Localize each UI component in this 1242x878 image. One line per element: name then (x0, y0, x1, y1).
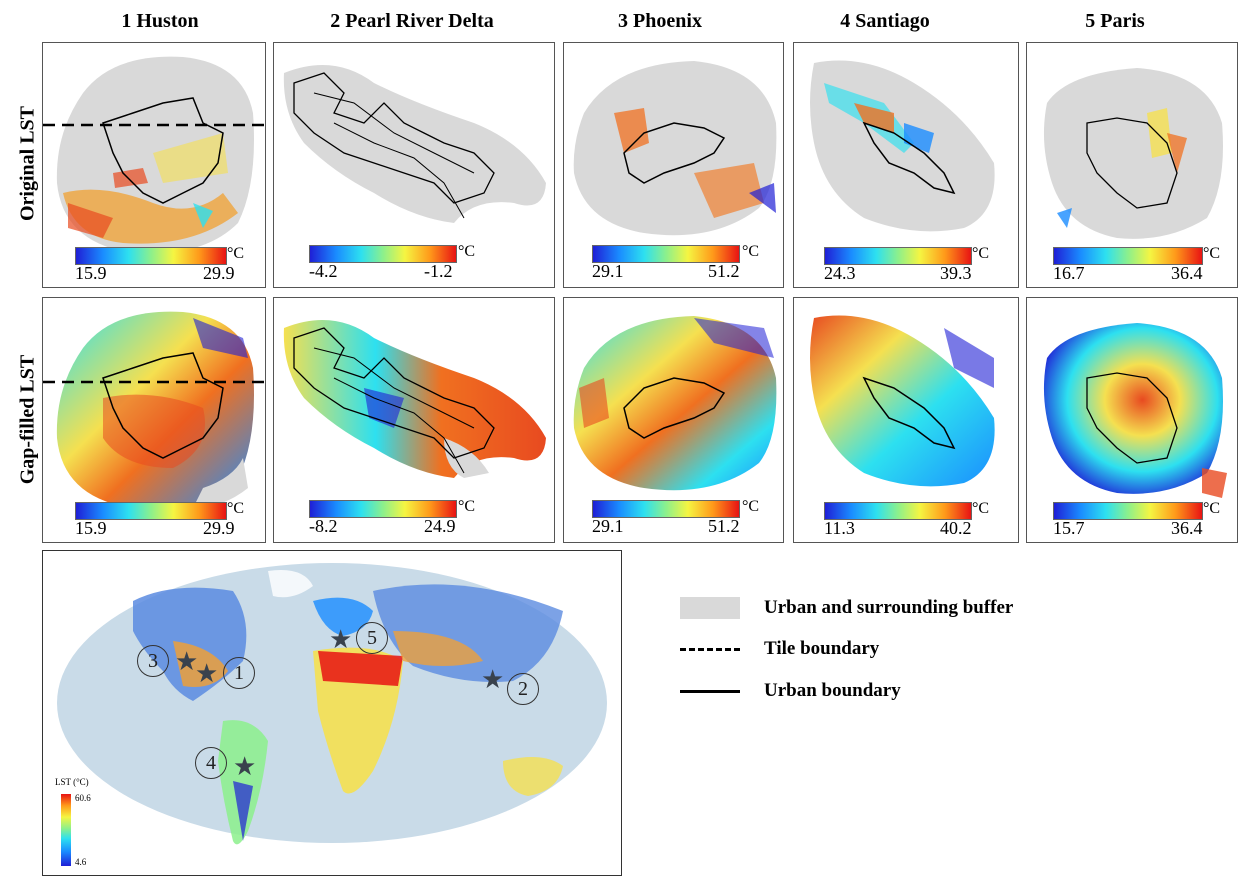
panel-original-santiago: 24.3 39.3 °C (793, 42, 1019, 288)
site-star-4: ★ (233, 752, 257, 781)
colorbar-max: 29.9 (203, 518, 235, 538)
panel-original-pearl-river-delta: -4.2 -1.2 °C (273, 42, 555, 288)
legend-urban: Urban boundary (680, 680, 901, 702)
colorbar-min: 15.7 (1053, 518, 1085, 538)
colorbar-unit: °C (458, 243, 476, 260)
site-label-5: 5 (356, 622, 388, 654)
colorbar-min: -8.2 (309, 516, 338, 536)
legend-tile: Tile boundary (680, 638, 879, 660)
column-title-4: 4 Santiago (840, 10, 930, 32)
column-title-3: 3 Phoenix (618, 10, 702, 32)
colorbar-unit: °C (1203, 245, 1221, 262)
colorbar (309, 245, 457, 263)
colorbar-max: 36.4 (1171, 518, 1203, 538)
colorbar (1053, 502, 1203, 520)
row-title-original: Original LST (16, 105, 39, 222)
panel-gapfilled-huston: 15.9 29.9 °C (42, 297, 266, 543)
map-original-santiago (810, 60, 995, 232)
site-label-4: 4 (195, 747, 227, 779)
panel-gapfilled-paris: 15.7 36.4 °C (1026, 297, 1238, 543)
colorbar (309, 500, 457, 518)
colorbar-unit: °C (458, 498, 476, 515)
world-colorbar-title: LST (°C) (55, 777, 89, 787)
legend-buffer-swatch (680, 597, 740, 619)
colorbar (592, 245, 740, 263)
map-original-huston (43, 56, 265, 254)
column-title-5: 5 Paris (1085, 10, 1145, 32)
colorbar-min: -4.2 (309, 261, 338, 281)
legend-buffer: Urban and surrounding buffer (680, 597, 1013, 619)
colorbar-max: 36.4 (1171, 263, 1203, 283)
site-star-5: ★ (329, 625, 353, 654)
colorbar (824, 502, 972, 520)
map-gapfilled-santiago (810, 315, 995, 487)
map-gapfilled-phoenix (573, 316, 777, 491)
colorbar-unit: °C (972, 500, 990, 517)
panel-original-huston: 15.9 29.9 °C (42, 42, 266, 288)
column-title-2: 2 Pearl River Delta (330, 10, 494, 32)
world-colorbar-min: 4.6 (75, 857, 87, 867)
colorbar (1053, 247, 1203, 265)
colorbar-max: 51.2 (708, 516, 740, 536)
colorbar-unit: °C (742, 498, 760, 515)
panel-gapfilled-pearl-river-delta: -8.2 24.9 °C (273, 297, 555, 543)
colorbar-max: 40.2 (940, 518, 972, 538)
colorbar-max: 24.9 (424, 516, 456, 536)
panel-original-phoenix: 29.1 51.2 °C (563, 42, 784, 288)
colorbar-unit: °C (742, 243, 760, 260)
colorbar (592, 500, 740, 518)
site-label-2: 2 (507, 673, 539, 705)
legend-urban-label: Urban boundary (764, 680, 901, 701)
row-title-gapfilled: Gap-filled LST (16, 354, 39, 485)
legend-tile-swatch (680, 647, 740, 651)
site-star-1: ★ (195, 659, 219, 688)
colorbar (75, 247, 227, 265)
site-star-3: ★ (175, 647, 199, 676)
world-map: ★ ★ ★ ★ ★ 3 1 5 2 4 LST (°C) 60.6 4.6 (42, 550, 622, 876)
legend-tile-label: Tile boundary (764, 638, 880, 659)
site-label-1: 1 (223, 657, 255, 689)
colorbar-unit: °C (1203, 500, 1221, 517)
panel-gapfilled-phoenix: 29.1 51.2 °C (563, 297, 784, 543)
colorbar-min: 16.7 (1053, 263, 1085, 283)
colorbar-max: 51.2 (708, 261, 740, 281)
world-colorbar-max: 60.6 (75, 793, 91, 803)
map-original-paris (1043, 68, 1223, 239)
legend-urban-swatch (680, 689, 740, 693)
site-label-3: 3 (137, 645, 169, 677)
colorbar (75, 502, 227, 520)
colorbar-min: 15.9 (75, 518, 107, 538)
colorbar (824, 247, 972, 265)
colorbar-min: 24.3 (824, 263, 856, 283)
site-star-2: ★ (481, 665, 505, 694)
map-gapfilled-prd (283, 320, 546, 478)
colorbar-max: 29.9 (203, 263, 235, 283)
map-gapfilled-huston (43, 311, 265, 509)
map-original-phoenix (573, 61, 777, 236)
colorbar-max: -1.2 (424, 261, 453, 281)
colorbar-unit: °C (227, 500, 245, 517)
colorbar-max: 39.3 (940, 263, 972, 283)
colorbar-min: 15.9 (75, 263, 107, 283)
map-original-prd (283, 65, 546, 223)
colorbar-min: 29.1 (592, 261, 624, 281)
panel-original-paris: 16.7 36.4 °C (1026, 42, 1238, 288)
map-gapfilled-paris (1043, 323, 1227, 498)
column-title-1: 1 Huston (121, 10, 199, 32)
world-map-svg (57, 563, 607, 845)
colorbar-unit: °C (227, 245, 245, 262)
legend-buffer-label: Urban and surrounding buffer (764, 597, 1014, 618)
colorbar-min: 11.3 (824, 518, 855, 538)
world-colorbar (61, 794, 71, 866)
panel-gapfilled-santiago: 11.3 40.2 °C (793, 297, 1019, 543)
colorbar-min: 29.1 (592, 516, 624, 536)
colorbar-unit: °C (972, 245, 990, 262)
